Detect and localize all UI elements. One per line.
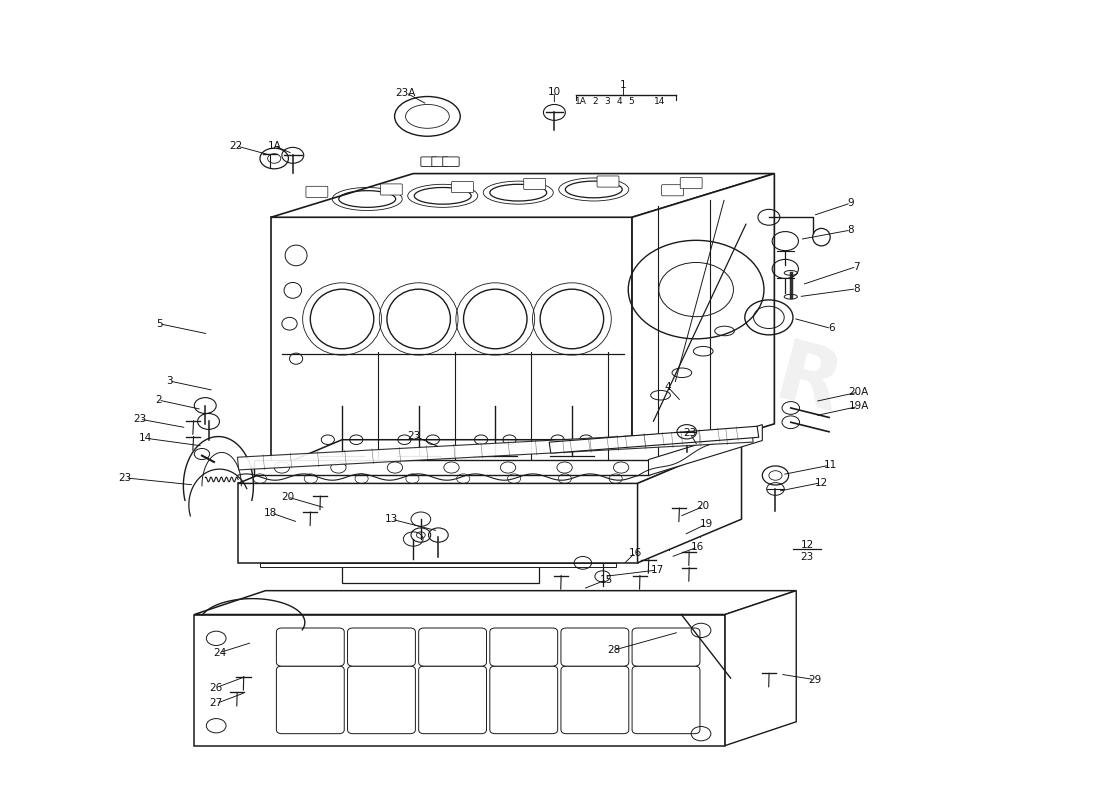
Text: 28: 28 bbox=[607, 646, 620, 655]
Polygon shape bbox=[725, 590, 796, 746]
Text: 14: 14 bbox=[139, 433, 152, 443]
Text: 3: 3 bbox=[166, 376, 173, 386]
FancyBboxPatch shape bbox=[661, 185, 683, 196]
FancyBboxPatch shape bbox=[276, 628, 344, 666]
Polygon shape bbox=[649, 425, 762, 475]
FancyBboxPatch shape bbox=[421, 157, 438, 166]
Text: 5: 5 bbox=[628, 97, 634, 106]
Text: 4: 4 bbox=[616, 97, 622, 106]
Polygon shape bbox=[195, 590, 796, 614]
FancyBboxPatch shape bbox=[490, 628, 558, 666]
Text: 17: 17 bbox=[650, 565, 664, 575]
FancyBboxPatch shape bbox=[348, 666, 416, 734]
FancyBboxPatch shape bbox=[490, 666, 558, 734]
Polygon shape bbox=[260, 563, 616, 567]
Polygon shape bbox=[271, 174, 774, 218]
Polygon shape bbox=[238, 440, 741, 483]
Text: 22: 22 bbox=[229, 141, 242, 150]
Text: 20A: 20A bbox=[848, 387, 869, 397]
Text: 7: 7 bbox=[854, 262, 860, 271]
Text: 20: 20 bbox=[696, 502, 710, 511]
Polygon shape bbox=[549, 426, 759, 453]
FancyBboxPatch shape bbox=[432, 157, 448, 166]
Text: 1: 1 bbox=[620, 80, 627, 90]
Text: 9: 9 bbox=[848, 198, 855, 208]
FancyBboxPatch shape bbox=[632, 666, 700, 734]
Text: 5: 5 bbox=[156, 318, 163, 329]
Text: 12: 12 bbox=[815, 478, 828, 488]
Polygon shape bbox=[342, 563, 539, 582]
Text: 6: 6 bbox=[828, 323, 835, 334]
FancyBboxPatch shape bbox=[419, 628, 486, 666]
Text: 14: 14 bbox=[653, 97, 666, 106]
Polygon shape bbox=[632, 174, 774, 467]
FancyBboxPatch shape bbox=[451, 182, 473, 193]
Text: 29: 29 bbox=[808, 674, 822, 685]
Text: 20: 20 bbox=[280, 492, 294, 502]
Text: 13: 13 bbox=[385, 514, 398, 524]
Text: 23: 23 bbox=[801, 552, 814, 562]
Text: 16: 16 bbox=[629, 547, 642, 558]
Text: 24: 24 bbox=[213, 648, 227, 658]
Text: europaR
tes: europaR tes bbox=[425, 249, 850, 520]
Text: 18: 18 bbox=[264, 508, 277, 518]
FancyBboxPatch shape bbox=[524, 178, 546, 190]
Polygon shape bbox=[271, 218, 632, 467]
Text: 23: 23 bbox=[119, 473, 132, 483]
Text: 2: 2 bbox=[155, 395, 162, 405]
Polygon shape bbox=[238, 483, 638, 563]
Polygon shape bbox=[195, 614, 725, 746]
Text: 12: 12 bbox=[801, 539, 814, 550]
FancyBboxPatch shape bbox=[680, 178, 702, 189]
FancyBboxPatch shape bbox=[561, 628, 629, 666]
Text: 23: 23 bbox=[683, 428, 696, 438]
Text: 15: 15 bbox=[601, 574, 614, 585]
Text: 23: 23 bbox=[408, 430, 421, 441]
Text: 8: 8 bbox=[854, 284, 860, 294]
Polygon shape bbox=[638, 440, 741, 563]
FancyBboxPatch shape bbox=[306, 186, 328, 198]
Text: 19: 19 bbox=[700, 519, 713, 529]
Polygon shape bbox=[254, 459, 649, 475]
FancyBboxPatch shape bbox=[632, 628, 700, 666]
Text: 26: 26 bbox=[210, 682, 223, 693]
FancyBboxPatch shape bbox=[442, 157, 459, 166]
Text: 8: 8 bbox=[848, 225, 855, 235]
Text: 16: 16 bbox=[691, 542, 704, 552]
Text: 3: 3 bbox=[604, 97, 609, 106]
Text: 2: 2 bbox=[592, 97, 597, 106]
FancyBboxPatch shape bbox=[276, 666, 344, 734]
Text: 11: 11 bbox=[824, 460, 837, 470]
Text: 4: 4 bbox=[664, 382, 671, 392]
Text: 10: 10 bbox=[548, 86, 561, 97]
Text: 23A: 23A bbox=[395, 87, 416, 98]
Text: 23: 23 bbox=[133, 414, 146, 424]
Polygon shape bbox=[238, 430, 754, 470]
Text: 27: 27 bbox=[210, 698, 223, 709]
FancyBboxPatch shape bbox=[381, 184, 403, 195]
FancyBboxPatch shape bbox=[597, 176, 619, 187]
Text: 1A: 1A bbox=[574, 97, 586, 106]
FancyBboxPatch shape bbox=[348, 628, 416, 666]
Text: 19A: 19A bbox=[848, 402, 869, 411]
Text: a passion for parts since 1985: a passion for parts since 1985 bbox=[386, 456, 626, 566]
FancyBboxPatch shape bbox=[561, 666, 629, 734]
Text: 1A: 1A bbox=[267, 141, 282, 150]
FancyBboxPatch shape bbox=[419, 666, 486, 734]
